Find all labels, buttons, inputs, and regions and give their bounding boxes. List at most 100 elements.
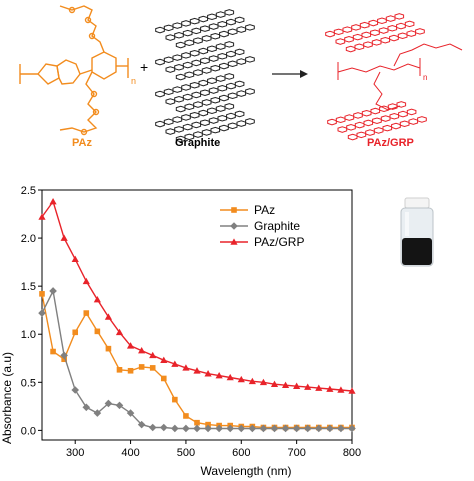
data-point-graphite bbox=[93, 409, 102, 417]
data-point-graphite bbox=[326, 424, 334, 433]
data-point-paz-grp bbox=[160, 356, 168, 363]
data-point-paz-grp bbox=[149, 351, 157, 359]
data-point-graphite bbox=[292, 424, 301, 433]
data-point-graphite bbox=[215, 424, 223, 433]
x-tick-label: 700 bbox=[287, 447, 305, 459]
data-point-paz bbox=[127, 367, 134, 374]
paz-structure bbox=[19, 5, 129, 136]
data-point-paz bbox=[105, 345, 112, 352]
y-tick-label: 2.0 bbox=[21, 233, 36, 245]
graphite-sheet bbox=[155, 9, 255, 49]
data-point-graphite bbox=[270, 424, 279, 433]
data-point-paz-grp bbox=[60, 234, 68, 241]
data-point-graphite bbox=[159, 423, 168, 432]
data-point-paz-grp bbox=[171, 360, 179, 367]
data-point-graphite bbox=[82, 403, 91, 412]
data-point-paz-grp bbox=[82, 277, 90, 285]
vial-photo bbox=[400, 197, 434, 267]
legend-label: Graphite bbox=[254, 219, 300, 233]
data-point-paz-grp bbox=[126, 342, 135, 349]
legend-marker bbox=[230, 222, 238, 230]
reaction-arrow bbox=[272, 70, 308, 78]
data-point-paz bbox=[72, 329, 79, 336]
data-point-paz-grp bbox=[71, 255, 79, 263]
data-point-graphite bbox=[337, 424, 345, 433]
graphene-sheet bbox=[325, 13, 425, 53]
y-axis-title: Absorbance (a.u) bbox=[0, 352, 14, 444]
data-point-graphite bbox=[182, 424, 190, 433]
y-tick-label: 1.0 bbox=[21, 329, 36, 341]
data-point-graphite bbox=[49, 287, 57, 295]
data-point-graphite bbox=[237, 424, 246, 433]
data-point-graphite bbox=[248, 424, 257, 433]
data-point-graphite bbox=[171, 424, 179, 433]
data-point-paz bbox=[183, 413, 189, 419]
data-point-paz bbox=[149, 365, 156, 371]
data-point-paz-grp bbox=[337, 386, 345, 393]
x-axis-title: Wavelength (nm) bbox=[201, 464, 292, 478]
data-point-graphite bbox=[303, 424, 312, 433]
absorbance-chart: Absorbance (a.u) Wavelength (nm) 0.0 0.5 1… bbox=[0, 185, 361, 478]
reaction-scheme: n + n bbox=[19, 5, 463, 143]
data-point-paz bbox=[160, 375, 167, 382]
graphite-sheet bbox=[155, 103, 255, 143]
data-point-graphite bbox=[137, 420, 146, 429]
composite-polymer: n bbox=[337, 43, 463, 111]
data-point-paz bbox=[94, 328, 101, 335]
data-point-paz-grp bbox=[348, 387, 356, 394]
series-paz-grp bbox=[38, 197, 356, 394]
data-point-paz-grp bbox=[193, 367, 201, 374]
data-point-paz-grp bbox=[259, 378, 268, 386]
data-point-paz bbox=[205, 421, 211, 428]
data-point-paz-grp bbox=[93, 296, 101, 303]
x-tick-label: 500 bbox=[177, 447, 195, 459]
data-point-graphite bbox=[104, 399, 113, 408]
legend-label: PAz bbox=[254, 203, 275, 217]
graphite-sheet bbox=[155, 41, 255, 81]
label-paz: PAz bbox=[72, 137, 92, 149]
series-line-paz-grp bbox=[41, 199, 353, 392]
data-point-graphite bbox=[71, 386, 80, 394]
graphite-structure bbox=[155, 9, 255, 143]
data-point-graphite bbox=[193, 424, 201, 433]
data-point-paz bbox=[39, 291, 45, 297]
data-point-paz bbox=[50, 348, 56, 355]
data-point-paz-grp bbox=[270, 380, 279, 388]
data-point-graphite bbox=[281, 424, 290, 433]
data-point-paz-grp bbox=[248, 377, 256, 385]
data-point-paz bbox=[83, 310, 90, 316]
legend-label: PAz/GRP bbox=[254, 235, 304, 249]
data-point-paz bbox=[138, 364, 145, 370]
data-point-graphite bbox=[259, 424, 268, 433]
data-point-graphite bbox=[148, 423, 157, 432]
data-point-graphite bbox=[38, 309, 46, 317]
x-tick-label: 400 bbox=[121, 447, 139, 459]
data-point-graphite bbox=[115, 401, 124, 410]
y-tick-label: 0.5 bbox=[21, 377, 36, 389]
paz-grp-structure: n bbox=[325, 13, 463, 141]
data-point-paz-grp bbox=[304, 383, 312, 390]
subscript-n: n bbox=[131, 76, 136, 86]
x-tick-label: 800 bbox=[343, 447, 361, 459]
data-point-paz-grp bbox=[104, 313, 113, 320]
data-point-paz-grp bbox=[215, 371, 223, 379]
legend-marker bbox=[230, 238, 238, 245]
y-tick-label: 1.5 bbox=[21, 281, 36, 293]
x-tick-label: 600 bbox=[232, 447, 250, 459]
label-paz-grp: PAz/GRP bbox=[367, 137, 414, 149]
label-graphite: Graphite bbox=[175, 137, 221, 149]
data-point-paz-grp bbox=[49, 197, 57, 205]
data-point-paz-grp bbox=[138, 346, 146, 354]
data-point-paz-grp bbox=[315, 384, 323, 391]
data-point-paz bbox=[194, 419, 200, 426]
series-graphite bbox=[38, 287, 356, 433]
data-point-paz-grp bbox=[38, 213, 46, 220]
data-point-paz bbox=[61, 356, 67, 363]
data-point-paz-grp bbox=[182, 364, 190, 371]
data-point-graphite bbox=[204, 424, 212, 433]
y-tick-label: 0.0 bbox=[21, 425, 36, 437]
data-point-paz-grp bbox=[326, 385, 334, 392]
legend-item-paz-grp: PAz/GRP bbox=[220, 235, 304, 249]
data-point-paz bbox=[172, 396, 178, 403]
data-point-paz-grp bbox=[281, 381, 290, 388]
